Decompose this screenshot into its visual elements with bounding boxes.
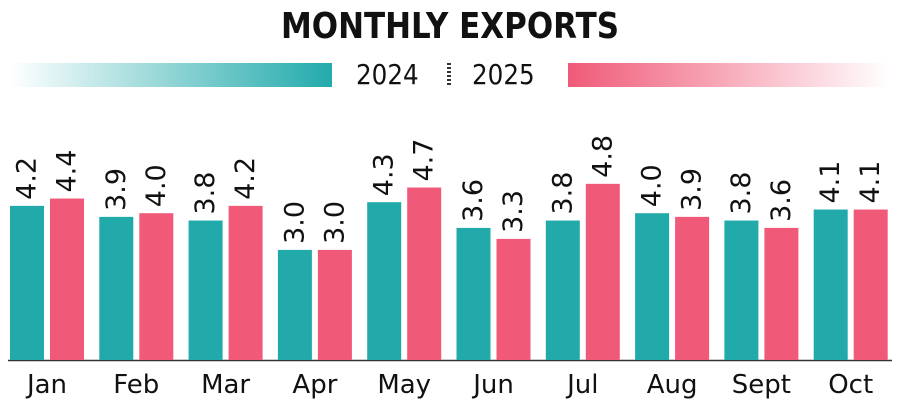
bar-2024-oct — [813, 209, 848, 360]
value-label-2025-jul: 4.8 — [587, 135, 618, 178]
value-label-2025-sept: 3.6 — [766, 179, 797, 222]
value-label-2025-aug: 3.9 — [677, 168, 708, 211]
value-label-2024-mar: 3.8 — [190, 172, 221, 215]
value-label-2024-may: 4.3 — [369, 153, 400, 196]
category-label-apr: Apr — [292, 370, 337, 400]
value-label-2024-sept: 3.8 — [726, 172, 757, 215]
legend-gradient-2025 — [568, 63, 890, 87]
bar-2024-jun — [456, 227, 491, 360]
bar-2025-oct — [853, 209, 888, 360]
bar-2025-jul — [585, 183, 620, 360]
category-label-sept: Sept — [732, 370, 791, 400]
value-label-2024-oct: 4.1 — [815, 161, 846, 204]
value-label-2024-jul: 3.8 — [547, 172, 578, 215]
legend-gradient-2024 — [10, 63, 332, 87]
legend-label-2024: 2024 — [356, 58, 419, 91]
value-label-2024-aug: 4.0 — [637, 164, 668, 207]
value-label-2024-apr: 3.0 — [279, 201, 310, 244]
bar-2025-feb — [139, 213, 174, 360]
bar-2024-sept — [724, 220, 759, 360]
bar-2024-mar — [188, 220, 223, 360]
category-label-jun: Jun — [471, 370, 514, 400]
bar-2024-may — [367, 202, 402, 360]
category-label-may: May — [377, 370, 431, 400]
chart-title: MONTHLY EXPORTS — [280, 6, 620, 47]
bar-2025-jun — [496, 238, 531, 360]
bar-2025-aug — [675, 216, 710, 360]
value-label-2025-jun: 3.3 — [498, 190, 529, 233]
value-label-2024-jan: 4.2 — [12, 157, 43, 200]
bar-2024-feb — [99, 216, 134, 360]
category-label-aug: Aug — [647, 370, 698, 400]
bar-2024-jul — [545, 220, 580, 360]
value-label-2025-may: 4.7 — [409, 139, 440, 182]
category-label-mar: Mar — [201, 370, 250, 400]
bar-2024-apr — [277, 249, 312, 360]
value-label-2025-oct: 4.1 — [855, 161, 886, 204]
category-label-feb: Feb — [113, 370, 159, 400]
category-label-oct: Oct — [828, 370, 873, 400]
category-label-jan: Jan — [25, 370, 67, 400]
category-label-jul: Jul — [565, 370, 598, 400]
bar-2025-jan — [50, 198, 84, 360]
bar-2025-mar — [228, 205, 263, 360]
bar-2025-may — [407, 187, 442, 360]
value-label-2025-jan: 4.4 — [52, 150, 83, 193]
bar-2024-aug — [635, 213, 670, 360]
value-label-2025-apr: 3.0 — [319, 201, 350, 244]
value-label-2025-mar: 4.2 — [230, 157, 261, 200]
legend-separator — [447, 63, 451, 87]
bar-2024-jan — [10, 205, 44, 360]
value-label-2024-feb: 3.9 — [101, 168, 132, 211]
value-label-2024-jun: 3.6 — [458, 179, 489, 222]
bar-2025-apr — [317, 249, 352, 360]
bar-2025-sept — [764, 227, 799, 360]
legend-label-2025: 2025 — [472, 58, 535, 91]
value-label-2025-feb: 4.0 — [141, 164, 172, 207]
